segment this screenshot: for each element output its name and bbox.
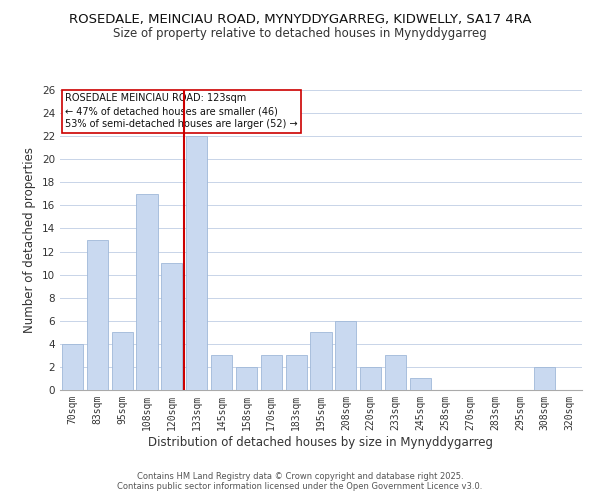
Bar xyxy=(261,356,282,390)
Bar xyxy=(385,356,406,390)
Bar xyxy=(112,332,133,390)
Bar xyxy=(62,344,83,390)
Bar xyxy=(236,367,257,390)
Bar xyxy=(136,194,158,390)
Text: ROSEDALE MEINCIAU ROAD: 123sqm
← 47% of detached houses are smaller (46)
53% of : ROSEDALE MEINCIAU ROAD: 123sqm ← 47% of … xyxy=(65,93,298,130)
Y-axis label: Number of detached properties: Number of detached properties xyxy=(23,147,37,333)
Text: Contains HM Land Registry data © Crown copyright and database right 2025.: Contains HM Land Registry data © Crown c… xyxy=(137,472,463,481)
Bar xyxy=(310,332,332,390)
Bar xyxy=(360,367,381,390)
Bar xyxy=(410,378,431,390)
Text: Contains public sector information licensed under the Open Government Licence v3: Contains public sector information licen… xyxy=(118,482,482,491)
Bar xyxy=(286,356,307,390)
Text: Size of property relative to detached houses in Mynyddygarreg: Size of property relative to detached ho… xyxy=(113,28,487,40)
Bar xyxy=(87,240,108,390)
Bar xyxy=(534,367,555,390)
Text: ROSEDALE, MEINCIAU ROAD, MYNYDDYGARREG, KIDWELLY, SA17 4RA: ROSEDALE, MEINCIAU ROAD, MYNYDDYGARREG, … xyxy=(69,12,531,26)
Bar xyxy=(161,263,182,390)
Bar xyxy=(211,356,232,390)
Bar xyxy=(186,136,207,390)
Bar xyxy=(335,321,356,390)
X-axis label: Distribution of detached houses by size in Mynyddygarreg: Distribution of detached houses by size … xyxy=(149,436,493,448)
